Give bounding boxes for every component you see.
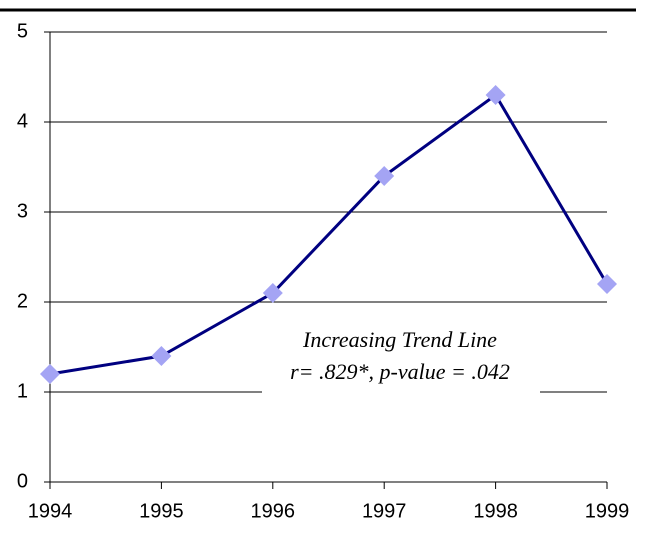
annotation: r= .829*, p-value = .042 (290, 359, 510, 384)
x-tick-label: 1996 (251, 500, 296, 522)
x-tick-label: 1998 (473, 500, 518, 522)
y-tick-label: 2 (17, 290, 28, 312)
annotation: Increasing Trend Line (302, 327, 497, 352)
data-point (485, 85, 506, 105)
y-tick-label: 0 (17, 470, 28, 492)
y-tick-label: 4 (17, 110, 28, 132)
x-tick-label: 1994 (28, 500, 73, 522)
x-tick-label: 1999 (585, 500, 630, 522)
x-tick-label: 1997 (362, 500, 407, 522)
annotation-background (262, 378, 540, 408)
data-point (262, 283, 283, 303)
data-point (40, 364, 60, 384)
y-tick-label: 1 (17, 380, 28, 402)
data-point (597, 274, 617, 294)
data-point (374, 166, 395, 186)
series-line (49, 92, 609, 376)
data-point (151, 346, 172, 366)
y-tick-label: 5 (17, 20, 28, 42)
y-tick-label: 3 (17, 200, 28, 222)
x-tick-label: 1995 (139, 500, 184, 522)
